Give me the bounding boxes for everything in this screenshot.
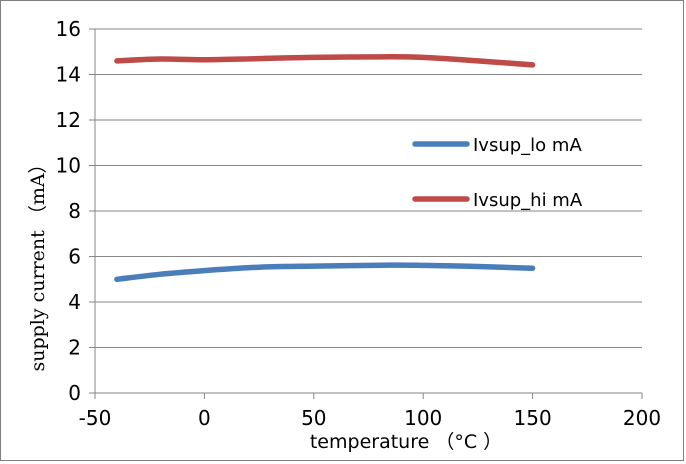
y-tick-label-7: 14 <box>56 63 81 87</box>
y-tick-label-0: 0 <box>68 381 81 405</box>
y-tick-label-8: 16 <box>56 17 81 41</box>
x-tick-label-2: 50 <box>301 406 326 430</box>
y-tick-label-3: 6 <box>68 245 81 269</box>
y-tick-label-4: 8 <box>68 199 81 223</box>
grid-layer <box>95 28 642 348</box>
x-axis-label: temperature （°C ） <box>310 431 502 453</box>
y-tick-label-6: 12 <box>56 108 81 132</box>
legend-label-0: Ivsup_lo mA <box>473 135 582 156</box>
y-axis-label: supply current （mA） <box>27 154 49 371</box>
x-tick-label-3: 100 <box>404 406 442 430</box>
series-layer <box>114 54 536 283</box>
x-tick-label-5: 200 <box>623 406 661 430</box>
x-tick-label-1: 0 <box>198 406 211 430</box>
x-tick-label-4: 150 <box>514 406 552 430</box>
y-tick-label-1: 2 <box>68 336 81 360</box>
legend-label-1: Ivsup_hi mA <box>473 190 583 211</box>
x-tick-label-0: -50 <box>79 406 112 430</box>
y-tick-label-5: 10 <box>56 154 81 178</box>
y-tick-label-2: 4 <box>68 290 81 314</box>
series-line-1 <box>114 54 536 68</box>
series-line-0 <box>114 262 536 283</box>
legend-layer: Ivsup_lo mA Ivsup_hi mA <box>412 135 583 211</box>
